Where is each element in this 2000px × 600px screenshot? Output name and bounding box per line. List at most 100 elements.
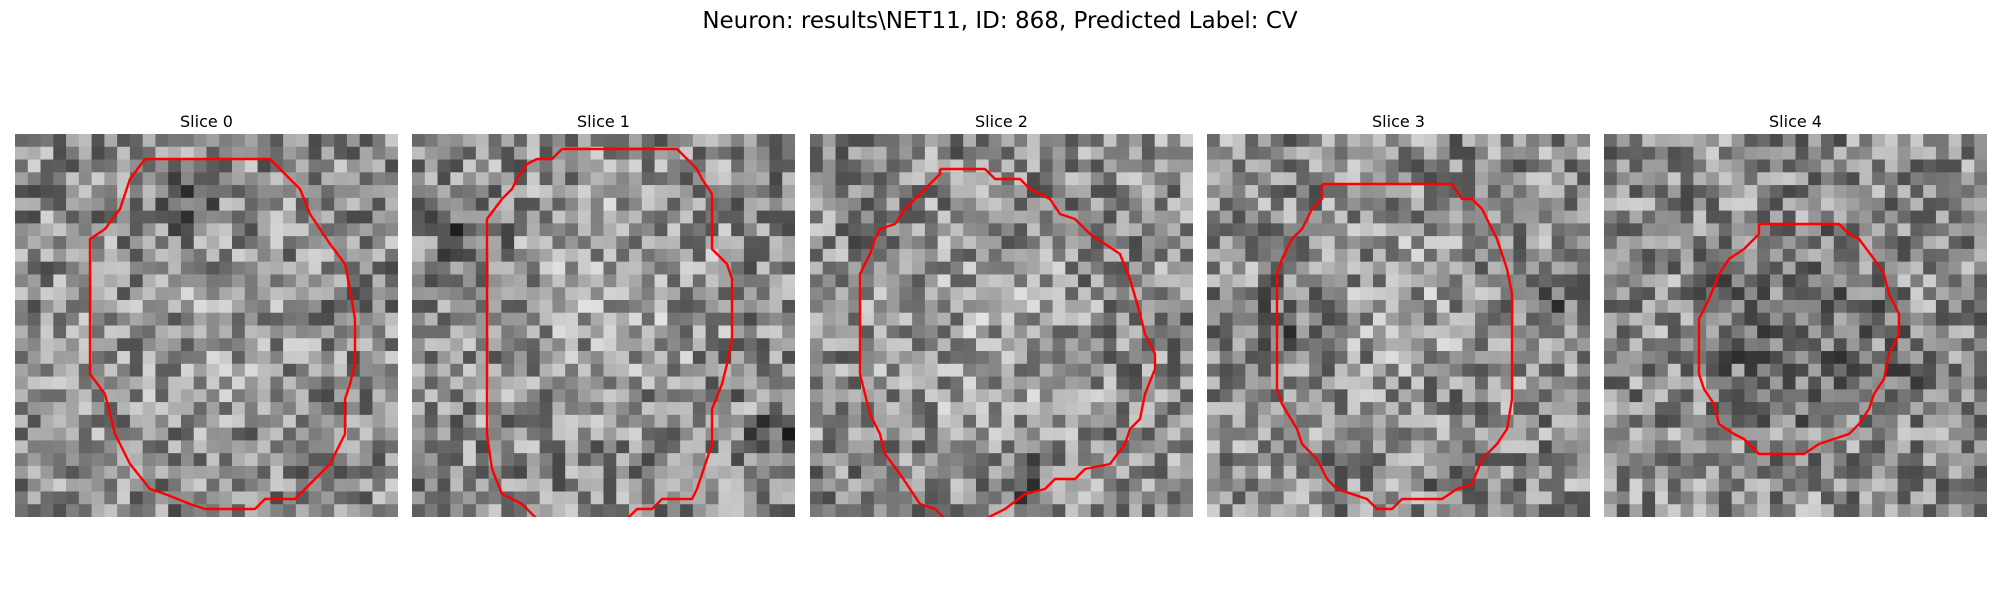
- pixel: [1001, 427, 1015, 441]
- pixel: [1948, 223, 1963, 237]
- pixel: [1769, 248, 1784, 263]
- pixel: [129, 440, 144, 454]
- pixel: [1167, 261, 1181, 276]
- pixel: [412, 312, 426, 327]
- pixel: [1258, 210, 1272, 224]
- pixel: [1935, 159, 1950, 173]
- pixel: [321, 414, 335, 429]
- pixel: [975, 478, 990, 493]
- pixel: [924, 453, 939, 467]
- pixel: [1103, 389, 1117, 403]
- pixel: [1270, 236, 1285, 250]
- pixel: [848, 299, 862, 314]
- pixel: [1449, 159, 1463, 173]
- pixel: [1872, 363, 1886, 378]
- pixel: [129, 299, 144, 314]
- pixel: [1526, 248, 1540, 263]
- pixel: [1948, 389, 1963, 403]
- pixel: [168, 427, 182, 441]
- pixel: [1052, 338, 1066, 352]
- pixel: [810, 389, 824, 403]
- pixel: [1372, 414, 1387, 429]
- pixel: [1321, 351, 1336, 365]
- pixel: [539, 465, 554, 480]
- pixel: [718, 465, 732, 480]
- pixel: [963, 325, 977, 339]
- pixel: [1706, 223, 1720, 237]
- pixel: [539, 351, 554, 365]
- pixel: [40, 427, 54, 441]
- pixel: [232, 338, 246, 352]
- pixel: [1616, 389, 1631, 403]
- pixel: [1372, 210, 1387, 224]
- pixel: [1103, 465, 1117, 480]
- pixel: [1334, 312, 1349, 327]
- pixel: [1424, 185, 1438, 199]
- pixel: [1090, 159, 1105, 173]
- pixel: [117, 325, 131, 339]
- pixel: [1846, 325, 1860, 339]
- pixel: [346, 453, 361, 467]
- pixel: [1642, 185, 1656, 199]
- pixel: [654, 504, 668, 517]
- pixel: [950, 197, 964, 212]
- pixel: [219, 274, 233, 288]
- pixel: [1258, 376, 1272, 390]
- pixel: [1321, 197, 1336, 212]
- pixel: [912, 172, 926, 186]
- pixel: [155, 414, 169, 429]
- pixel: [1078, 478, 1092, 493]
- pixel: [1372, 248, 1387, 263]
- pixel: [1219, 287, 1234, 301]
- pixel: [1782, 453, 1797, 467]
- pixel: [963, 134, 977, 148]
- pixel: [1283, 325, 1297, 339]
- pixel: [1884, 427, 1899, 441]
- pixel: [822, 299, 837, 314]
- pixel: [193, 261, 208, 276]
- pixel: [27, 172, 42, 186]
- pixel: [219, 312, 233, 327]
- pixel: [912, 236, 926, 250]
- pixel: [1129, 478, 1143, 493]
- pixel: [1872, 287, 1886, 301]
- pixel: [385, 440, 398, 454]
- pixel: [1667, 414, 1682, 429]
- pixel: [1001, 478, 1015, 493]
- pixel: [1974, 491, 1987, 505]
- pixel: [1296, 261, 1310, 276]
- pixel: [334, 338, 348, 352]
- pixel: [1948, 172, 1963, 186]
- pixel: [1500, 299, 1514, 314]
- pixel: [129, 172, 144, 186]
- pixel: [1334, 351, 1349, 365]
- pixel: [1039, 453, 1054, 467]
- pixel: [1642, 146, 1656, 161]
- pixel: [565, 504, 579, 517]
- pixel: [283, 478, 297, 493]
- pixel: [1667, 197, 1682, 212]
- pixel: [1065, 172, 1079, 186]
- pixel: [78, 172, 93, 186]
- pixel: [1604, 389, 1618, 403]
- pixel: [950, 338, 964, 352]
- pixel: [1103, 402, 1117, 416]
- pixel: [1334, 325, 1349, 339]
- pixel: [1347, 223, 1361, 237]
- pixel: [1283, 185, 1297, 199]
- pixel: [1872, 440, 1886, 454]
- pixel: [1500, 440, 1514, 454]
- pixel: [963, 414, 977, 429]
- pixel: [1577, 134, 1590, 148]
- pixel: [1449, 402, 1463, 416]
- pixel: [912, 159, 926, 173]
- pixel: [219, 236, 233, 250]
- pixel: [1219, 197, 1234, 212]
- pixel: [270, 236, 284, 250]
- pixel: [91, 261, 105, 276]
- pixel: [680, 299, 694, 314]
- pixel: [769, 351, 783, 365]
- pixel: [1360, 197, 1374, 212]
- pixel: [219, 261, 233, 276]
- pixel: [835, 274, 849, 288]
